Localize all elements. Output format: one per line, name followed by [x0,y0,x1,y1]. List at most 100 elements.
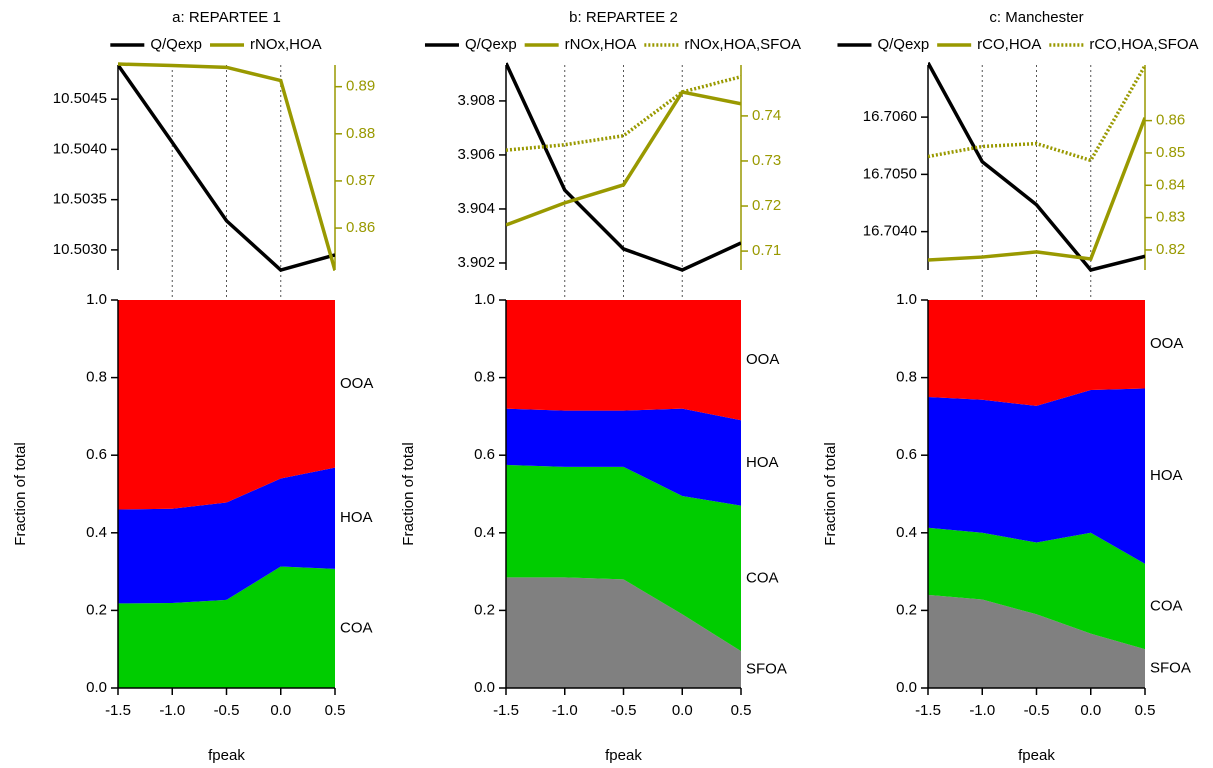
legend-label: Q/Qexp [465,36,517,53]
y2-tick-label: 0.72 [752,197,781,214]
x-axis-label: fpeak [208,747,245,764]
line-series [928,117,1145,262]
x-tick-label: 0.0 [270,702,291,719]
x-tick-label: -0.5 [214,702,240,719]
y-tick-label: 0.8 [474,369,495,386]
series-label: HOA [746,454,779,471]
y-tick-label: 0.2 [896,601,917,618]
series-label: OOA [340,375,373,392]
y-tick-label: 3.908 [457,92,495,109]
y-tick-label: 0.8 [86,369,107,386]
y-axis-label: Fraction of total [400,442,417,545]
y-tick-label: 16.7060 [863,108,917,125]
series-label: OOA [746,351,779,368]
y-tick-label: 0.4 [474,524,495,541]
y-axis-label: Fraction of total [822,442,839,545]
series-label: COA [746,569,779,586]
legend-label: Q/Qexp [150,36,202,53]
y2-tick-label: 0.71 [752,242,781,259]
area-series [928,388,1145,564]
y2-tick-label: 0.87 [346,172,375,189]
y-tick-label: 0.4 [86,524,107,541]
series-label: HOA [340,509,373,526]
y-tick-label: 10.5035 [53,191,107,208]
y2-tick-label: 0.83 [1156,209,1185,226]
chart-title: b: REPARTEE 2 [569,9,678,26]
y-axis-label: Fraction of total [12,442,29,545]
x-tick-label: 0.0 [1080,702,1101,719]
line-series [928,64,1145,163]
x-tick-label: -1.5 [915,702,941,719]
y-tick-label: 0.2 [86,601,107,618]
area-series [506,464,741,652]
area-series [506,408,741,506]
y2-tick-label: 0.84 [1156,176,1185,193]
area-series [506,577,741,688]
series-label: COA [1150,597,1183,614]
series-label: COA [340,619,373,636]
legend-label: rCO,HOA [977,36,1041,53]
series-label: SFOA [746,661,787,678]
x-tick-label: -1.0 [969,702,995,719]
y-tick-label: 3.906 [457,146,495,163]
x-tick-label: -1.5 [493,702,519,719]
y-tick-label: 0.6 [896,446,917,463]
y-tick-label: 1.0 [896,291,917,308]
y-tick-label: 1.0 [474,291,495,308]
y-tick-label: 3.902 [457,254,495,271]
y-tick-label: 0.8 [896,369,917,386]
x-tick-label: 0.5 [325,702,346,719]
line-series [928,61,1145,272]
y-tick-label: 0.6 [86,446,107,463]
line-series [118,62,335,271]
y-tick-label: 0.0 [474,679,495,696]
y-tick-label: 0.0 [86,679,107,696]
y-tick-label: 0.2 [474,601,495,618]
legend: Q/Qexp rNOx,HOA rNOx,HOA,SFOA [424,36,801,53]
y2-tick-label: 0.73 [752,152,781,169]
y-tick-label: 16.7040 [863,223,917,240]
area-series [506,300,741,421]
y2-tick-label: 0.86 [1156,112,1185,129]
area-series [118,300,335,510]
legend: Q/Qexp rNOx,HOA [110,36,322,53]
y-tick-label: 0.0 [896,679,917,696]
legend-label: rNOx,HOA [565,36,637,53]
x-tick-label: -1.5 [105,702,131,719]
chart-title: c: Manchester [989,9,1083,26]
series-label: SFOA [1150,660,1191,677]
x-axis-label: fpeak [605,747,642,764]
y2-tick-label: 0.88 [346,125,375,142]
area-series [928,594,1145,688]
y-tick-label: 0.4 [896,524,917,541]
area-series [928,300,1145,406]
series-label: HOA [1150,467,1183,484]
x-tick-label: -1.0 [552,702,578,719]
x-tick-label: 0.0 [672,702,693,719]
line-series [506,90,741,227]
y2-tick-label: 0.74 [752,107,781,124]
legend-label: rCO,HOA,SFOA [1089,36,1198,53]
x-tick-label: -0.5 [611,702,637,719]
y2-tick-label: 0.86 [346,219,375,236]
x-tick-label: -1.0 [159,702,185,719]
legend-label: Q/Qexp [877,36,929,53]
y-tick-label: 10.5040 [53,140,107,157]
chart-title: a: REPARTEE 1 [172,9,281,26]
y2-tick-label: 0.82 [1156,241,1185,258]
y-tick-label: 16.7050 [863,165,917,182]
series-label: OOA [1150,335,1183,352]
area-series [118,566,335,688]
legend-label: rNOx,HOA,SFOA [684,36,801,53]
y-tick-label: 0.6 [474,446,495,463]
legend: Q/Qexp rCO,HOA rCO,HOA,SFOA [837,36,1199,53]
area-series [928,527,1145,650]
legend-label: rNOx,HOA [250,36,322,53]
x-axis-label: fpeak [1018,747,1055,764]
y-tick-label: 1.0 [86,291,107,308]
x-tick-label: 0.5 [1135,702,1156,719]
x-tick-label: 0.5 [731,702,752,719]
line-series [506,62,741,272]
y-tick-label: 3.904 [457,200,495,217]
